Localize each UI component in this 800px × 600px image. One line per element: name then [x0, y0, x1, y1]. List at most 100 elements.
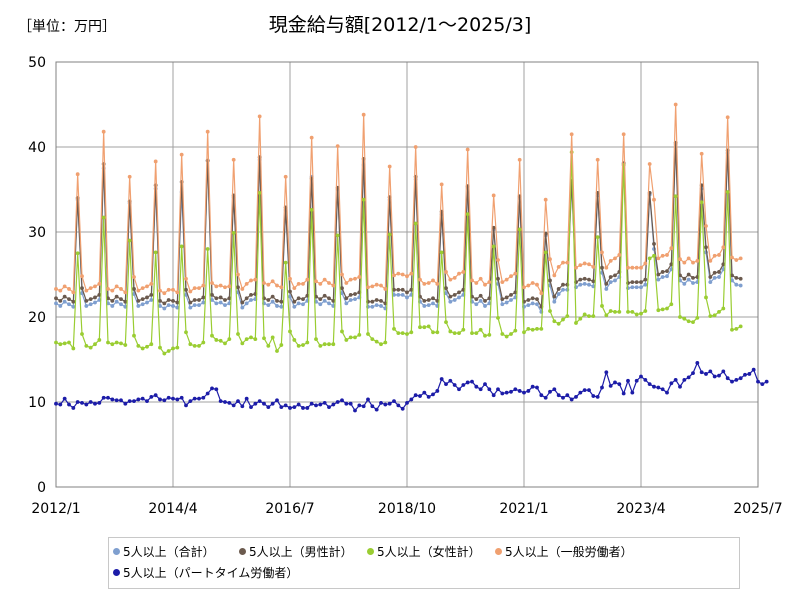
data-point: [556, 292, 561, 296]
data-point: [483, 304, 487, 308]
data-point: [738, 283, 743, 288]
data-point: [712, 270, 717, 275]
data-point: [210, 298, 214, 302]
data-point: [721, 245, 726, 250]
data-point: [431, 392, 435, 397]
data-point: [166, 303, 171, 307]
data-point: [608, 275, 613, 279]
data-point: [496, 276, 500, 281]
data-point: [496, 315, 500, 320]
data-point: [660, 307, 665, 312]
data-point: [660, 253, 665, 258]
data-point: [565, 314, 570, 319]
data-point: [348, 335, 353, 340]
data-point: [652, 253, 656, 258]
data-point: [630, 280, 635, 285]
data-point: [114, 284, 119, 289]
data-point: [179, 395, 184, 400]
data-point: [487, 387, 492, 392]
data-point: [691, 320, 695, 324]
data-point: [84, 402, 89, 407]
data-point: [431, 296, 435, 301]
data-point: [478, 293, 483, 298]
data-point: [188, 342, 193, 347]
data-point: [600, 304, 604, 308]
data-point: [600, 385, 604, 390]
data-point: [621, 132, 626, 137]
data-point: [387, 401, 392, 406]
data-point: [556, 264, 561, 269]
data-point: [444, 286, 448, 290]
legend: 5人以上（合計） 5人以上（男性計） 5人以上（女性計） 5人以上（一般労働者） 5人以…: [108, 537, 740, 589]
data-point: [478, 327, 483, 332]
data-point: [652, 242, 656, 246]
data-point: [725, 190, 730, 194]
data-point: [62, 284, 67, 289]
data-point: [470, 379, 474, 384]
data-point: [708, 259, 713, 263]
data-point: [556, 321, 561, 326]
data-point: [517, 227, 522, 232]
data-point: [626, 310, 630, 314]
y-tick-label: 0: [37, 480, 46, 496]
data-point: [249, 278, 253, 283]
data-point: [158, 345, 162, 350]
data-point: [301, 302, 305, 307]
data-point: [322, 400, 327, 405]
data-point: [730, 273, 734, 278]
data-point: [656, 256, 661, 261]
data-point: [327, 342, 331, 347]
data-point: [309, 208, 314, 212]
data-point: [617, 382, 622, 387]
data-point: [58, 402, 63, 407]
data-point: [175, 305, 180, 310]
data-point: [712, 253, 717, 258]
data-point: [717, 275, 721, 279]
data-point: [500, 391, 505, 396]
data-point: [344, 301, 349, 306]
data-point: [695, 259, 700, 263]
data-point: [145, 399, 149, 404]
data-point: [457, 290, 461, 295]
data-point: [738, 276, 743, 281]
data-point: [409, 330, 414, 335]
data-point: [699, 151, 704, 156]
data-point: [522, 390, 526, 395]
data-point: [721, 369, 726, 374]
data-point: [686, 319, 691, 324]
data-point: [335, 400, 340, 404]
data-point: [530, 281, 535, 285]
data-point: [374, 339, 379, 344]
data-point: [405, 290, 409, 295]
data-point: [578, 277, 583, 282]
data-point: [734, 378, 739, 382]
data-point: [327, 405, 331, 409]
data-point: [257, 114, 262, 119]
data-point: [223, 285, 227, 290]
data-point: [136, 397, 141, 402]
data-point: [392, 327, 396, 331]
data-point: [140, 346, 145, 351]
data-point: [318, 297, 323, 302]
data-point: [500, 280, 505, 285]
data-point: [448, 378, 453, 383]
data-point: [422, 325, 427, 330]
data-point: [418, 277, 422, 282]
data-point: [149, 281, 154, 286]
data-point: [634, 285, 639, 290]
y-tick-label: 10: [28, 395, 46, 411]
data-point: [67, 287, 71, 291]
data-point: [236, 285, 240, 290]
data-point: [626, 265, 630, 270]
x-tick-label: 2012/1: [31, 501, 80, 517]
data-point: [84, 288, 89, 293]
data-point: [379, 283, 383, 288]
data-point: [717, 270, 721, 274]
data-point: [465, 380, 470, 385]
legend-item: 5人以上（一般労働者）: [495, 543, 633, 560]
data-point: [561, 282, 565, 287]
data-point: [582, 276, 587, 281]
data-point: [127, 399, 132, 404]
data-point: [444, 270, 448, 274]
data-point: [665, 274, 669, 279]
